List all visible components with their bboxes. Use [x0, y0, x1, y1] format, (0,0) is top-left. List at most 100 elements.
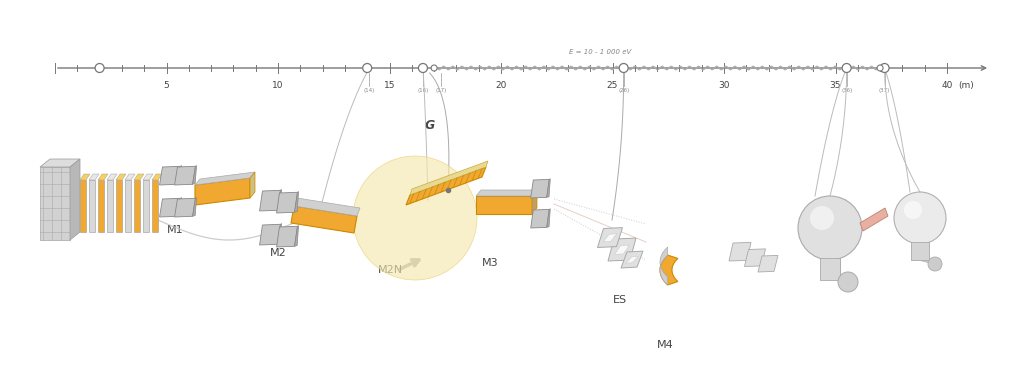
Polygon shape: [603, 234, 616, 242]
Polygon shape: [177, 166, 181, 184]
Text: M3: M3: [481, 258, 499, 268]
Polygon shape: [160, 198, 180, 217]
Polygon shape: [116, 174, 126, 180]
Polygon shape: [476, 196, 532, 214]
Polygon shape: [125, 174, 135, 180]
Polygon shape: [106, 180, 113, 232]
Circle shape: [362, 63, 372, 72]
Polygon shape: [259, 190, 281, 211]
Polygon shape: [134, 180, 140, 232]
Polygon shape: [758, 255, 778, 272]
Polygon shape: [174, 166, 196, 185]
Polygon shape: [295, 192, 299, 212]
Polygon shape: [125, 180, 131, 232]
Polygon shape: [614, 245, 630, 254]
Text: 10: 10: [272, 81, 284, 90]
Polygon shape: [278, 190, 282, 210]
Text: G: G: [425, 119, 435, 132]
Polygon shape: [116, 180, 122, 232]
Polygon shape: [532, 190, 537, 214]
Polygon shape: [547, 179, 550, 198]
Circle shape: [419, 63, 427, 72]
Polygon shape: [89, 174, 99, 180]
Polygon shape: [820, 258, 840, 280]
Polygon shape: [608, 238, 636, 261]
Polygon shape: [250, 172, 255, 198]
Polygon shape: [106, 174, 117, 180]
Text: (37): (37): [879, 88, 890, 93]
Polygon shape: [152, 174, 162, 180]
Polygon shape: [660, 247, 668, 285]
Text: 15: 15: [384, 81, 395, 90]
Polygon shape: [80, 180, 86, 232]
Circle shape: [95, 63, 104, 72]
Circle shape: [904, 201, 922, 219]
Text: M2N: M2N: [378, 265, 402, 275]
Text: (17): (17): [435, 88, 446, 93]
Circle shape: [838, 272, 858, 292]
Polygon shape: [530, 179, 549, 198]
Polygon shape: [98, 180, 104, 232]
Circle shape: [842, 63, 851, 72]
Text: (14): (14): [364, 88, 375, 93]
Polygon shape: [98, 174, 108, 180]
Circle shape: [880, 63, 889, 72]
Text: M1: M1: [167, 225, 183, 235]
Polygon shape: [193, 166, 197, 184]
Polygon shape: [729, 242, 751, 261]
Polygon shape: [295, 225, 299, 246]
Polygon shape: [621, 251, 643, 268]
Polygon shape: [195, 172, 255, 185]
Polygon shape: [143, 174, 153, 180]
Text: 35: 35: [829, 81, 842, 90]
Polygon shape: [143, 180, 150, 232]
Text: ES: ES: [613, 295, 627, 305]
Polygon shape: [160, 166, 180, 185]
Polygon shape: [40, 167, 70, 240]
Text: M2: M2: [269, 248, 287, 258]
Polygon shape: [70, 159, 80, 240]
Text: 40: 40: [941, 81, 952, 90]
Polygon shape: [660, 255, 678, 285]
Text: E = 10 - 1 000 eV: E = 10 - 1 000 eV: [569, 49, 631, 55]
Polygon shape: [406, 167, 486, 205]
Polygon shape: [860, 208, 888, 231]
Text: (m): (m): [958, 81, 974, 90]
Text: (16): (16): [418, 88, 429, 93]
Polygon shape: [193, 198, 197, 216]
Text: (36): (36): [841, 88, 852, 93]
Polygon shape: [89, 180, 95, 232]
Polygon shape: [152, 180, 158, 232]
Circle shape: [810, 206, 834, 230]
Text: 20: 20: [496, 81, 507, 90]
Polygon shape: [597, 228, 623, 247]
Polygon shape: [911, 242, 929, 260]
Polygon shape: [276, 192, 297, 213]
Polygon shape: [626, 256, 638, 263]
Polygon shape: [294, 198, 360, 216]
Circle shape: [620, 63, 628, 72]
Polygon shape: [278, 224, 282, 244]
Polygon shape: [195, 178, 250, 205]
Circle shape: [431, 65, 437, 71]
Circle shape: [878, 65, 883, 71]
Polygon shape: [174, 198, 196, 217]
Polygon shape: [276, 226, 297, 247]
Text: 30: 30: [718, 81, 730, 90]
Polygon shape: [744, 249, 766, 267]
Polygon shape: [530, 209, 549, 228]
Text: 25: 25: [607, 81, 618, 90]
Polygon shape: [547, 209, 550, 227]
Polygon shape: [259, 224, 281, 245]
Polygon shape: [40, 159, 80, 167]
Circle shape: [928, 257, 942, 271]
Polygon shape: [291, 206, 357, 233]
Polygon shape: [476, 190, 537, 196]
Circle shape: [353, 156, 477, 280]
Circle shape: [798, 196, 862, 260]
Circle shape: [894, 192, 946, 244]
Text: M4: M4: [656, 340, 674, 350]
Text: 5: 5: [164, 81, 169, 90]
Text: (26): (26): [618, 88, 630, 93]
Polygon shape: [410, 161, 488, 195]
